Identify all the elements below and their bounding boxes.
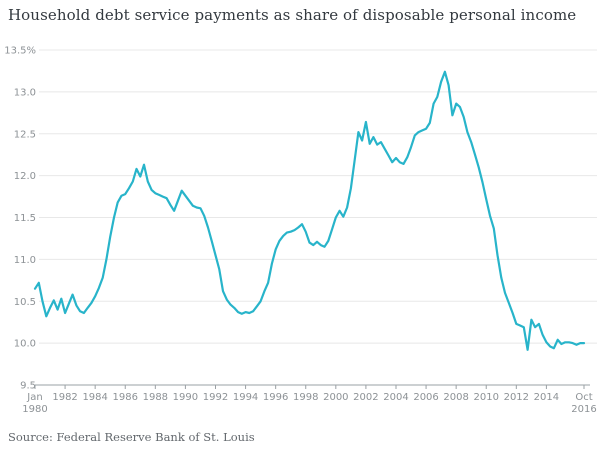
svg-text:12.0: 12.0 — [14, 171, 36, 182]
svg-text:11.5: 11.5 — [14, 213, 36, 224]
svg-text:2012: 2012 — [504, 392, 529, 403]
svg-text:1984: 1984 — [82, 392, 107, 403]
svg-text:1986: 1986 — [113, 392, 138, 403]
svg-text:1988: 1988 — [143, 392, 168, 403]
svg-text:10.0: 10.0 — [14, 339, 36, 350]
svg-text:Oct: Oct — [575, 392, 592, 403]
svg-text:1996: 1996 — [263, 392, 288, 403]
svg-text:2004: 2004 — [383, 392, 408, 403]
svg-text:10.5: 10.5 — [14, 297, 36, 308]
chart-title: Household debt service payments as share… — [8, 6, 577, 24]
debt-service-line — [33, 70, 586, 351]
svg-text:13.0: 13.0 — [14, 87, 36, 98]
svg-text:2008: 2008 — [443, 392, 468, 403]
svg-text:1980: 1980 — [22, 404, 47, 415]
svg-text:1998: 1998 — [293, 392, 318, 403]
y-gridlines — [39, 49, 597, 344]
svg-text:1992: 1992 — [203, 392, 228, 403]
svg-text:1990: 1990 — [173, 392, 198, 403]
svg-text:2016: 2016 — [571, 404, 596, 415]
svg-text:11.0: 11.0 — [14, 255, 36, 266]
svg-text:2000: 2000 — [323, 392, 348, 403]
svg-text:2010: 2010 — [474, 392, 499, 403]
svg-text:Jan: Jan — [26, 392, 42, 403]
svg-text:1994: 1994 — [233, 392, 258, 403]
svg-text:2014: 2014 — [534, 392, 559, 403]
source-caption: Source: Federal Reserve Bank of St. Loui… — [8, 430, 255, 444]
svg-text:12.5: 12.5 — [14, 129, 36, 140]
y-axis-labels: 13.5% 13.0 12.5 12.0 11.5 11.0 10.5 10.0 9.5 — [4, 46, 36, 392]
svg-text:9.5: 9.5 — [20, 381, 36, 392]
svg-text:2002: 2002 — [353, 392, 378, 403]
svg-text:13.5%: 13.5% — [4, 46, 36, 57]
svg-text:2006: 2006 — [413, 392, 438, 403]
x-axis-ticks — [34, 385, 585, 389]
svg-text:1982: 1982 — [52, 392, 77, 403]
